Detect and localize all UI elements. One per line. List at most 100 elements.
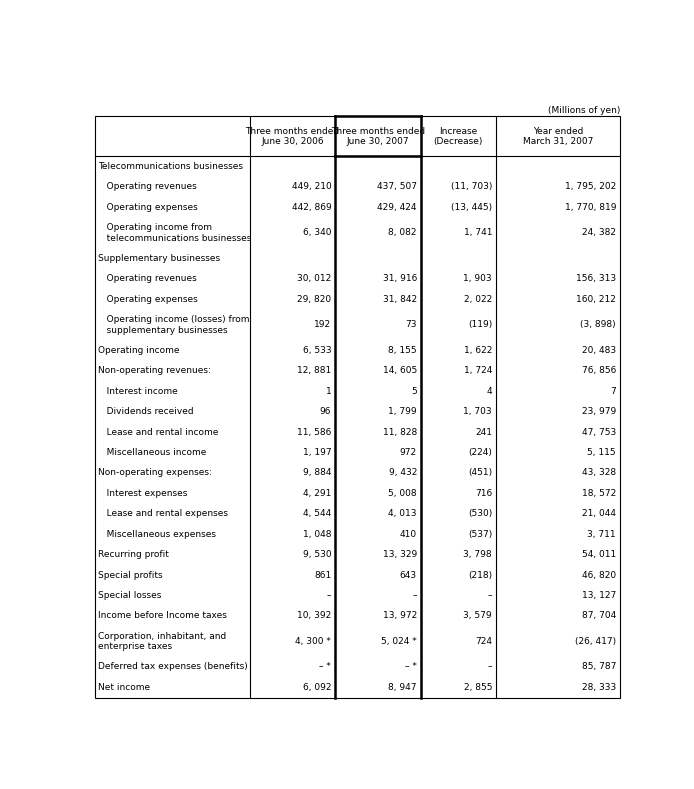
Text: Lease and rental income: Lease and rental income xyxy=(98,428,218,436)
Text: (451): (451) xyxy=(468,469,492,477)
Text: Operating expenses: Operating expenses xyxy=(98,203,197,212)
Text: 4: 4 xyxy=(486,387,492,396)
Text: 29, 820: 29, 820 xyxy=(297,295,331,304)
Text: Year ended
March 31, 2007: Year ended March 31, 2007 xyxy=(523,126,593,146)
Text: 1, 903: 1, 903 xyxy=(464,275,492,283)
Text: 13, 972: 13, 972 xyxy=(382,611,417,620)
Text: 442, 869: 442, 869 xyxy=(291,203,331,212)
Text: 861: 861 xyxy=(314,570,331,580)
Text: (530): (530) xyxy=(468,509,492,518)
Text: Special losses: Special losses xyxy=(98,591,161,600)
Text: 4, 291: 4, 291 xyxy=(303,489,331,498)
Text: (537): (537) xyxy=(468,529,492,539)
Text: 47, 753: 47, 753 xyxy=(582,428,616,436)
Text: 5, 008: 5, 008 xyxy=(389,489,417,498)
Text: 14, 605: 14, 605 xyxy=(382,366,417,376)
Text: 6, 340: 6, 340 xyxy=(303,228,331,237)
Text: 410: 410 xyxy=(400,529,417,539)
Text: 30, 012: 30, 012 xyxy=(297,275,331,283)
Text: 43, 328: 43, 328 xyxy=(582,469,616,477)
Text: Telecommunications businesses: Telecommunications businesses xyxy=(98,162,243,171)
Text: 2, 022: 2, 022 xyxy=(464,295,492,304)
Text: 18, 572: 18, 572 xyxy=(582,489,616,498)
Text: 156, 313: 156, 313 xyxy=(576,275,616,283)
Text: 2, 855: 2, 855 xyxy=(464,682,492,692)
Text: Miscellaneous income: Miscellaneous income xyxy=(98,448,206,457)
Text: 13, 127: 13, 127 xyxy=(582,591,616,600)
Text: 192: 192 xyxy=(314,320,331,329)
Text: Dividends received: Dividends received xyxy=(98,407,193,416)
Text: 1, 741: 1, 741 xyxy=(464,228,492,237)
Text: (119): (119) xyxy=(468,320,492,329)
Text: –: – xyxy=(327,591,331,600)
Text: –: – xyxy=(488,663,492,671)
Text: 13, 329: 13, 329 xyxy=(382,550,417,559)
Text: 24, 382: 24, 382 xyxy=(582,228,616,237)
Text: 5, 115: 5, 115 xyxy=(587,448,616,457)
Text: 21, 044: 21, 044 xyxy=(582,509,616,518)
Text: 6, 533: 6, 533 xyxy=(303,346,331,355)
Text: 28, 333: 28, 333 xyxy=(582,682,616,692)
Text: 85, 787: 85, 787 xyxy=(582,663,616,671)
Text: – *: – * xyxy=(405,663,417,671)
Text: (13, 445): (13, 445) xyxy=(451,203,492,212)
Text: 3, 711: 3, 711 xyxy=(587,529,616,539)
Text: –: – xyxy=(488,591,492,600)
Text: Interest income: Interest income xyxy=(98,387,178,396)
Text: Operating income from
   telecommunications businesses: Operating income from telecommunications… xyxy=(98,223,251,242)
Text: 1: 1 xyxy=(325,387,331,396)
Text: 9, 432: 9, 432 xyxy=(389,469,417,477)
Text: 437, 507: 437, 507 xyxy=(377,182,417,192)
Text: (Millions of yen): (Millions of yen) xyxy=(548,107,620,115)
Text: 9, 530: 9, 530 xyxy=(303,550,331,559)
Text: 3, 798: 3, 798 xyxy=(464,550,492,559)
Text: 1, 622: 1, 622 xyxy=(464,346,492,355)
Text: Operating revenues: Operating revenues xyxy=(98,275,196,283)
Text: 972: 972 xyxy=(400,448,417,457)
Text: 1, 770, 819: 1, 770, 819 xyxy=(565,203,616,212)
Text: 8, 155: 8, 155 xyxy=(389,346,417,355)
Text: Supplementary businesses: Supplementary businesses xyxy=(98,254,220,263)
Text: 429, 424: 429, 424 xyxy=(378,203,417,212)
Text: 10, 392: 10, 392 xyxy=(297,611,331,620)
Text: 7: 7 xyxy=(610,387,616,396)
Text: 1, 799: 1, 799 xyxy=(389,407,417,416)
Text: (11, 703): (11, 703) xyxy=(450,182,492,192)
Text: 46, 820: 46, 820 xyxy=(582,570,616,580)
Text: Operating income (losses) from
   supplementary businesses: Operating income (losses) from supplemen… xyxy=(98,315,249,335)
Text: 54, 011: 54, 011 xyxy=(582,550,616,559)
Text: Net income: Net income xyxy=(98,682,150,692)
Text: 8, 082: 8, 082 xyxy=(389,228,417,237)
Text: 1, 703: 1, 703 xyxy=(464,407,492,416)
Text: 73: 73 xyxy=(405,320,417,329)
Text: Interest expenses: Interest expenses xyxy=(98,489,187,498)
Text: Lease and rental expenses: Lease and rental expenses xyxy=(98,509,228,518)
Text: 76, 856: 76, 856 xyxy=(582,366,616,376)
Text: 5, 024 *: 5, 024 * xyxy=(381,637,417,646)
Text: 6, 092: 6, 092 xyxy=(303,682,331,692)
Text: 4, 300 *: 4, 300 * xyxy=(296,637,331,646)
Text: 96: 96 xyxy=(320,407,331,416)
Text: (3, 898): (3, 898) xyxy=(580,320,616,329)
Text: 5: 5 xyxy=(411,387,417,396)
Text: Operating expenses: Operating expenses xyxy=(98,295,197,304)
Text: 160, 212: 160, 212 xyxy=(576,295,616,304)
Text: Increase
(Decrease): Increase (Decrease) xyxy=(434,126,483,146)
Text: Special profits: Special profits xyxy=(98,570,162,580)
Text: Three months ended
June 30, 2006: Three months ended June 30, 2006 xyxy=(245,126,339,146)
Text: –: – xyxy=(412,591,417,600)
Text: Operating revenues: Operating revenues xyxy=(98,182,196,192)
Text: 9, 884: 9, 884 xyxy=(303,469,331,477)
Text: (224): (224) xyxy=(468,448,492,457)
Text: 12, 881: 12, 881 xyxy=(297,366,331,376)
Text: 11, 828: 11, 828 xyxy=(382,428,417,436)
Text: 4, 013: 4, 013 xyxy=(389,509,417,518)
Text: – *: – * xyxy=(319,663,331,671)
Text: 4, 544: 4, 544 xyxy=(303,509,331,518)
Text: 643: 643 xyxy=(400,570,417,580)
Text: 1, 724: 1, 724 xyxy=(464,366,492,376)
Text: 3, 579: 3, 579 xyxy=(464,611,492,620)
Text: (26, 417): (26, 417) xyxy=(575,637,616,646)
Text: Miscellaneous expenses: Miscellaneous expenses xyxy=(98,529,216,539)
Text: 1, 795, 202: 1, 795, 202 xyxy=(565,182,616,192)
